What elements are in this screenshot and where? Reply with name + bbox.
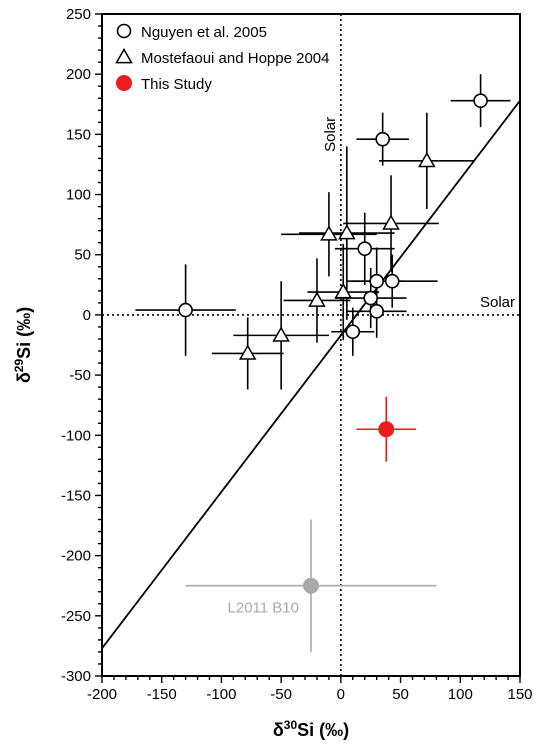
legend-item: Nguyen et al. 2005	[116, 23, 267, 41]
x-tick-label: -200	[87, 686, 117, 703]
series-this-study	[356, 396, 417, 462]
reference-line	[102, 100, 520, 649]
y-tick-label: -250	[61, 608, 91, 625]
legend-item: This Study	[116, 75, 212, 93]
data-point	[334, 283, 353, 299]
legend-marker	[116, 75, 132, 91]
x-axis-title: δ30Si (‰)	[273, 718, 349, 740]
y-tick-label: -300	[61, 668, 91, 685]
data-point	[363, 290, 379, 306]
series-l2011-b10	[185, 519, 437, 652]
data-point	[303, 577, 319, 594]
data-point	[418, 151, 436, 168]
x-tick-label: 100	[448, 686, 473, 703]
axes: -200 -150 -100 -50 0 50 100 150 -300 -250 -200 -150…	[61, 6, 533, 703]
plot-area: Solar Solar L2011 B10	[102, 14, 520, 676]
series-nguyen-et-al-2005	[135, 74, 511, 356]
x-tick-label: -50	[270, 686, 292, 703]
y-tick-label: 250	[66, 6, 91, 23]
data-point	[378, 421, 395, 438]
data-point	[473, 93, 488, 108]
legend-label: Nguyen et al. 2005	[141, 24, 267, 41]
y-tick-label: -100	[61, 427, 91, 444]
y-tick-label: -50	[69, 367, 91, 384]
x-tick-label: 0	[337, 686, 345, 703]
legend-label: This Study	[141, 76, 212, 93]
data-point	[369, 273, 384, 289]
data-point	[369, 303, 384, 319]
solar-label-horizontal: Solar	[480, 294, 515, 311]
solar-label-vertical: Solar	[322, 117, 339, 152]
data-point	[382, 214, 400, 230]
legend-item: Mostefaoui and Hoppe 2004	[115, 47, 329, 67]
x-tick-label: 50	[392, 686, 409, 703]
x-tick-label: 150	[507, 686, 532, 703]
legend-marker	[115, 47, 133, 64]
y-tick-label: 50	[74, 247, 91, 264]
data-point	[375, 131, 390, 147]
data-point	[238, 344, 257, 360]
data-point	[345, 324, 361, 340]
plot-content	[102, 14, 520, 676]
data-point	[384, 273, 400, 289]
point-label: L2011 B10	[228, 600, 299, 617]
data-point	[320, 225, 338, 241]
legend-marker	[116, 23, 132, 39]
data-point	[338, 224, 356, 240]
y-tick-label: 200	[66, 66, 91, 83]
x-tick-label: -100	[206, 686, 236, 703]
legend: Nguyen et al. 2005 Mostefaoui and Hoppe 2…	[115, 23, 329, 93]
data-point	[272, 326, 290, 342]
data-point	[178, 302, 193, 318]
x-tick-label: -150	[147, 686, 177, 703]
y-tick-label: 0	[83, 307, 91, 324]
legend-label: Mostefaoui and Hoppe 2004	[141, 50, 329, 67]
plot-frame	[101, 13, 521, 677]
y-axis-title: δ29Si (‰)	[12, 307, 34, 383]
data-point	[357, 241, 373, 257]
series-mostefaoui-and-hoppe-2004	[211, 112, 475, 390]
data-point	[308, 291, 326, 307]
y-tick-label: 100	[66, 187, 91, 204]
y-tick-label: 150	[66, 126, 91, 143]
y-tick-label: -150	[61, 487, 91, 504]
y-tick-label: -200	[61, 548, 91, 565]
